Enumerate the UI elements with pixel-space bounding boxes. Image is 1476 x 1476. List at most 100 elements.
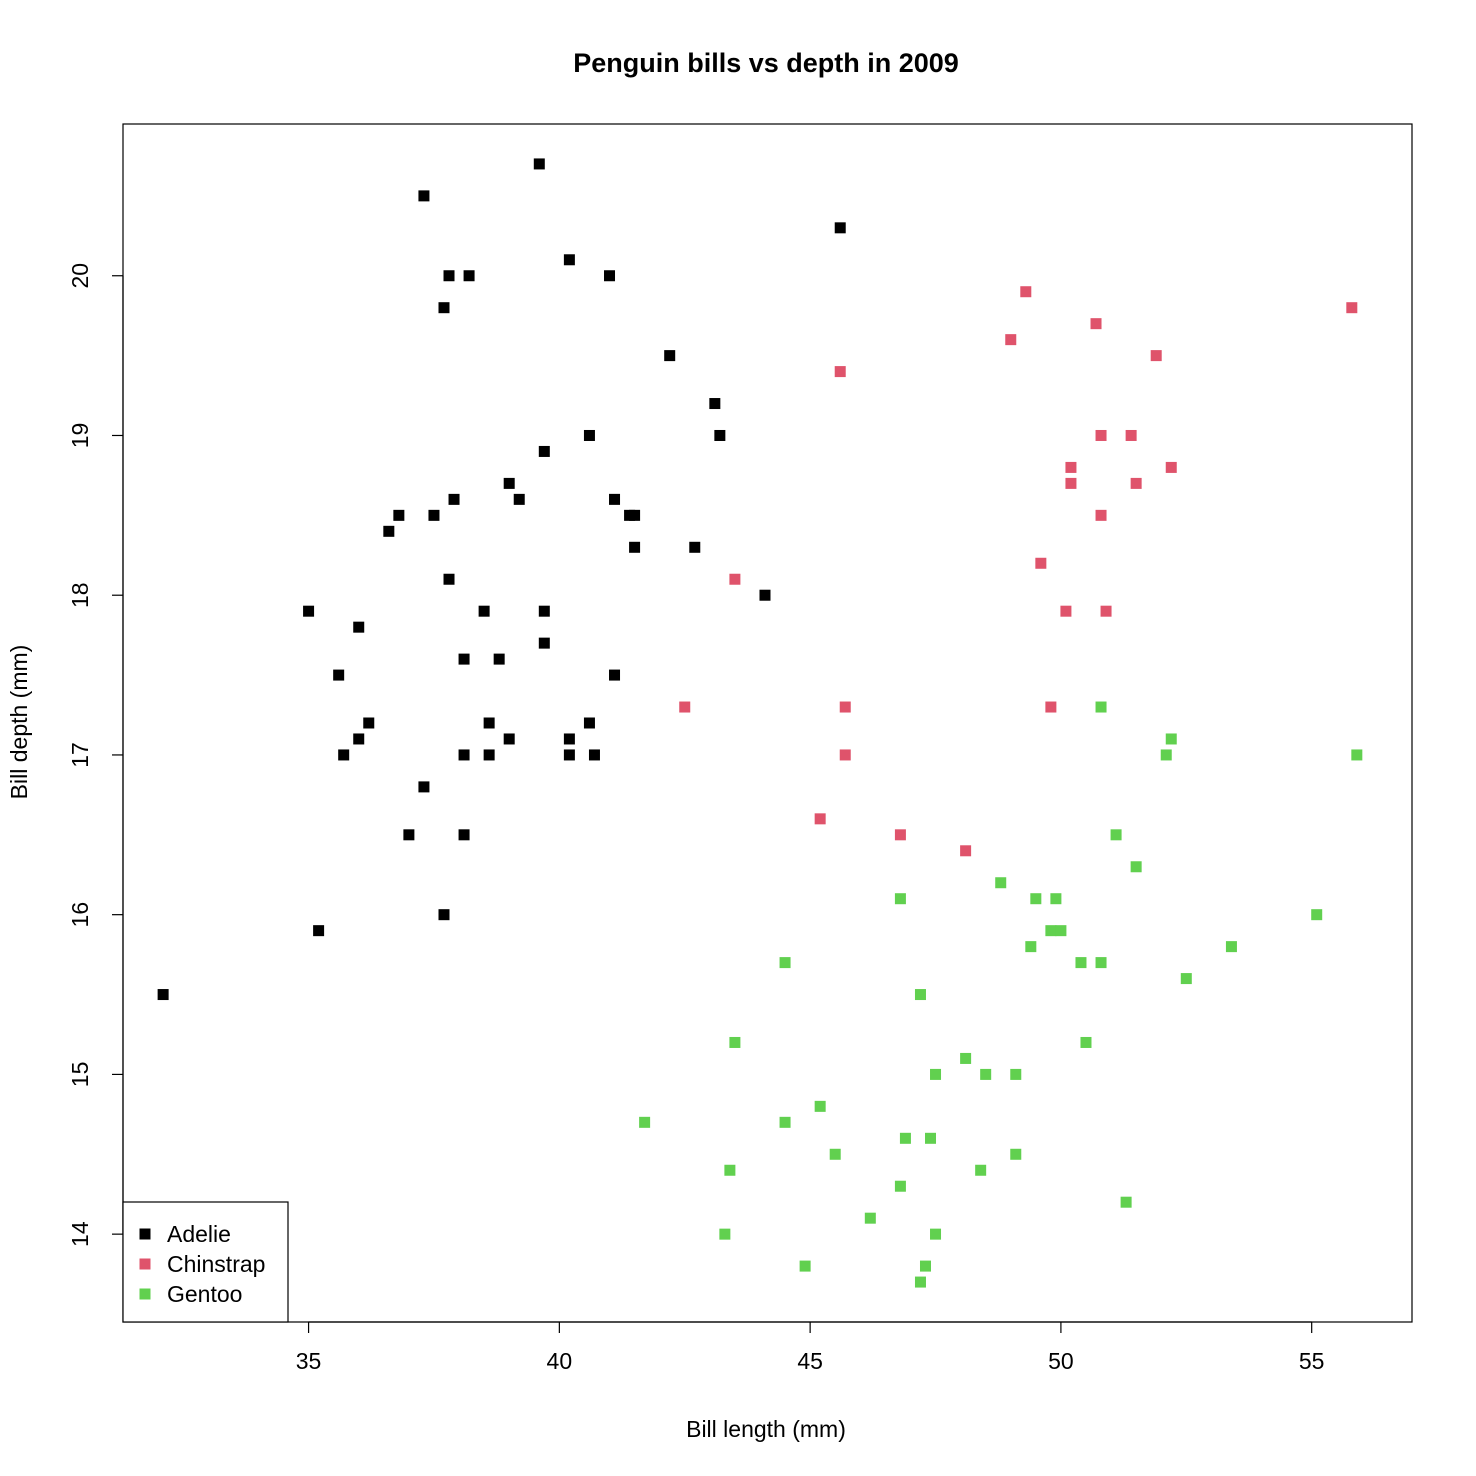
data-point-gentoo (829, 1148, 841, 1160)
data-point-gentoo (1351, 749, 1363, 761)
data-point-adelie (448, 493, 460, 505)
data-point-gentoo (1010, 1148, 1022, 1160)
x-tick-label: 45 (797, 1348, 823, 1374)
data-point-adelie (478, 605, 490, 617)
data-point-adelie (157, 989, 169, 1001)
data-point-adelie (383, 525, 395, 537)
data-point-adelie (759, 589, 771, 601)
data-point-adelie (458, 749, 470, 761)
data-point-adelie (428, 509, 440, 521)
x-tick-label: 40 (547, 1348, 573, 1374)
data-point-chinstrap (1020, 286, 1032, 298)
data-point-gentoo (639, 1116, 651, 1128)
y-tick-label: 20 (67, 263, 93, 289)
data-point-gentoo (899, 1132, 911, 1144)
data-point-gentoo (1180, 973, 1192, 985)
legend-label-adelie: Adelie (167, 1221, 231, 1247)
data-point-chinstrap (679, 701, 691, 713)
data-point-gentoo (1030, 893, 1042, 905)
data-point-chinstrap (1346, 302, 1358, 314)
data-point-chinstrap (1165, 461, 1177, 473)
data-point-gentoo (1165, 733, 1177, 745)
y-axis-label: Bill depth (mm) (6, 645, 32, 800)
data-point-gentoo (1311, 909, 1323, 921)
data-point-chinstrap (1065, 461, 1077, 473)
data-point-gentoo (779, 957, 791, 969)
data-point-adelie (714, 429, 726, 441)
data-point-adelie (513, 493, 525, 505)
data-point-gentoo (894, 1180, 906, 1192)
data-point-adelie (403, 829, 415, 841)
data-point-chinstrap (894, 829, 906, 841)
data-point-adelie (563, 749, 575, 761)
data-point-adelie (629, 509, 641, 521)
data-point-chinstrap (1045, 701, 1057, 713)
data-point-gentoo (814, 1100, 826, 1112)
data-point-gentoo (1225, 941, 1237, 953)
data-point-gentoo (1045, 925, 1057, 937)
data-point-chinstrap (839, 749, 851, 761)
data-point-adelie (353, 733, 365, 745)
data-point-chinstrap (1035, 557, 1047, 569)
data-point-adelie (588, 749, 600, 761)
data-point-adelie (503, 477, 515, 489)
data-point-chinstrap (1090, 318, 1102, 330)
data-point-gentoo (1130, 861, 1142, 873)
data-point-chinstrap (729, 573, 741, 585)
data-point-adelie (583, 429, 595, 441)
data-point-adelie (563, 733, 575, 745)
data-point-adelie (689, 541, 701, 553)
data-point-gentoo (980, 1068, 992, 1080)
data-point-adelie (709, 398, 721, 410)
plot-frame (122, 123, 1413, 1323)
data-point-adelie (313, 925, 325, 937)
data-point-adelie (604, 270, 616, 282)
data-point-gentoo (1110, 829, 1122, 841)
legend-swatch-chinstrap (139, 1258, 151, 1270)
x-axis-label: Bill length (mm) (686, 1416, 846, 1442)
y-tick-label: 15 (67, 1062, 93, 1088)
data-point-gentoo (925, 1132, 937, 1144)
data-point-gentoo (719, 1228, 731, 1240)
data-point-adelie (483, 717, 495, 729)
data-point-adelie (503, 733, 515, 745)
data-point-adelie (538, 605, 550, 617)
data-point-adelie (609, 669, 621, 681)
data-point-gentoo (919, 1260, 931, 1272)
data-point-chinstrap (960, 845, 972, 857)
data-point-adelie (303, 605, 315, 617)
data-point-adelie (363, 717, 375, 729)
data-point-adelie (609, 493, 621, 505)
data-point-chinstrap (839, 701, 851, 713)
y-tick-label: 14 (67, 1221, 93, 1247)
data-point-chinstrap (1065, 477, 1077, 489)
data-point-chinstrap (1095, 429, 1107, 441)
data-point-adelie (483, 749, 495, 761)
data-point-adelie (333, 669, 345, 681)
data-point-adelie (353, 621, 365, 633)
data-point-adelie (438, 909, 450, 921)
legend-label-gentoo: Gentoo (167, 1281, 242, 1307)
chart-title: Penguin bills vs depth in 2009 (573, 48, 959, 78)
data-point-gentoo (914, 989, 926, 1001)
data-point-gentoo (729, 1036, 741, 1048)
data-point-adelie (664, 350, 676, 362)
data-point-gentoo (1120, 1196, 1132, 1208)
data-point-gentoo (894, 893, 906, 905)
data-point-chinstrap (1125, 429, 1137, 441)
data-point-gentoo (995, 877, 1007, 889)
data-point-adelie (418, 781, 430, 793)
data-point-chinstrap (1150, 350, 1162, 362)
data-point-adelie (393, 509, 405, 521)
data-point-gentoo (1095, 957, 1107, 969)
y-tick-label: 19 (67, 423, 93, 449)
data-point-adelie (583, 717, 595, 729)
data-point-gentoo (914, 1276, 926, 1288)
legend-swatch-gentoo (139, 1288, 151, 1300)
data-point-gentoo (1025, 941, 1037, 953)
data-points (157, 158, 1363, 1288)
data-point-gentoo (1055, 925, 1067, 937)
data-point-adelie (458, 829, 470, 841)
data-point-adelie (338, 749, 350, 761)
